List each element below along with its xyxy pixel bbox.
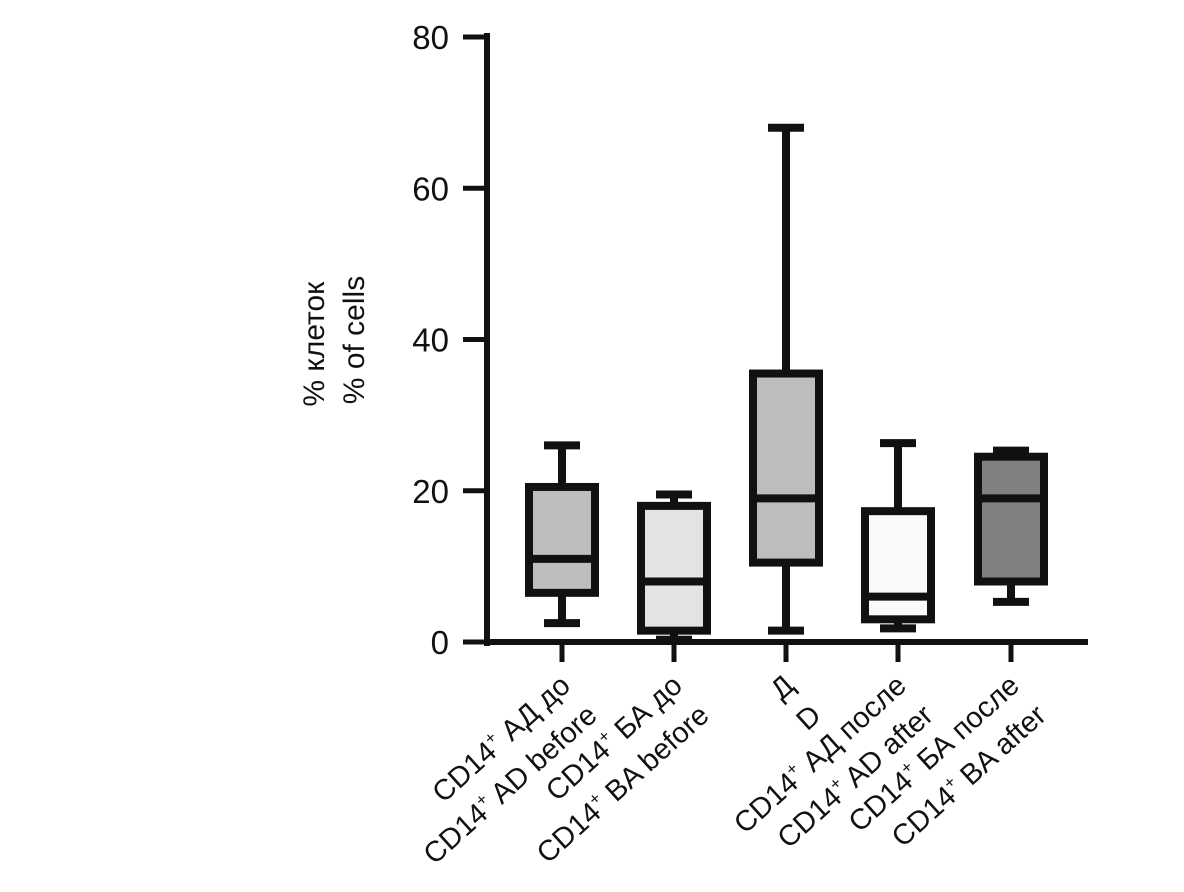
y-axis-label-line-2: % of cells: [338, 276, 371, 404]
box-ba-after: [974, 446, 1048, 606]
x-tick-label-d: ДD: [764, 669, 828, 737]
box-body: [637, 501, 711, 635]
y-axis-label: % клеток % of cells: [298, 273, 371, 406]
box-body: [861, 507, 935, 624]
box-body: [525, 482, 599, 597]
x-tick-label-line: Д: [765, 669, 801, 706]
box-body: [749, 369, 823, 567]
box-ba-before: [637, 490, 711, 644]
box-body: [974, 452, 1048, 586]
box-ad-before: [525, 441, 599, 628]
y-tick-label: 20: [412, 473, 449, 510]
boxes: [525, 123, 1048, 644]
y-tick-label: 60: [412, 170, 449, 207]
box-ad-after: [861, 439, 935, 633]
y-axis: 0 20 40 60 80: [412, 19, 490, 661]
y-axis-label-line-1: % клеток: [298, 281, 331, 407]
x-axis: [484, 639, 1088, 662]
label-base: Д: [765, 669, 801, 706]
y-tick-label: 80: [412, 19, 449, 56]
y-tick-label: 0: [431, 624, 449, 661]
y-tick-label: 40: [412, 322, 449, 359]
box-d: [749, 123, 823, 635]
